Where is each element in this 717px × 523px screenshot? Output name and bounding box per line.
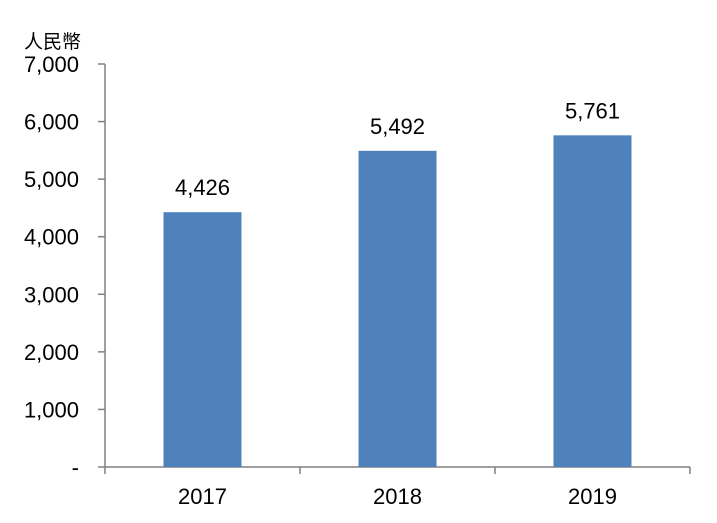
y-tick-label: 2,000 [24,340,79,365]
bar-2018 [358,150,437,467]
data-labels: 4,426 5,492 5,761 [175,98,620,200]
y-axis-unit-label: 人民幣 [24,31,81,53]
data-label-2019: 5,761 [565,98,620,123]
y-tick-label: 6,000 [24,110,79,135]
y-tick-label: 7,000 [24,52,79,77]
x-category-label: 2018 [373,484,422,509]
bar-series [163,135,632,467]
data-label-2017: 4,426 [175,175,230,200]
bar-2019 [553,135,632,467]
y-tick-label: 1,000 [24,397,79,422]
y-tick-label: 5,000 [24,167,79,192]
bar-2017 [163,212,242,467]
y-tick-label: - [72,455,79,480]
y-tick-label: 3,000 [24,282,79,307]
x-axis: 2017 2018 2019 [104,466,691,509]
data-label-2018: 5,492 [370,114,425,139]
x-category-label: 2017 [178,484,227,509]
y-axis: - 1,000 2,000 3,000 4,000 5,000 6,000 7,000 [24,52,106,480]
x-category-label: 2019 [568,484,617,509]
y-tick-label: 4,000 [24,225,79,250]
